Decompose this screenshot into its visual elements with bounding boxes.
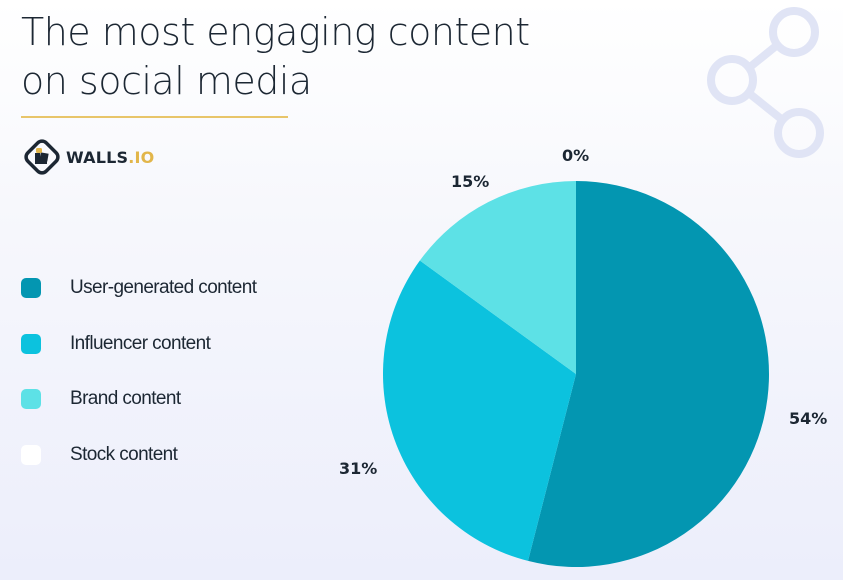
title-underline [21, 116, 288, 118]
legend-label: Influencer content [70, 332, 211, 354]
pie-slice-influencer [383, 260, 576, 561]
label-influencer-pct: 31% [339, 459, 378, 478]
label-brand-pct: 15% [451, 172, 490, 191]
legend-swatch-stock [21, 445, 41, 466]
title-line-1: The most engaging content [21, 10, 530, 54]
legend-item-ugc: User-generated content [21, 274, 257, 302]
legend-label: Stock content [70, 444, 178, 466]
brand-name: WALLS [66, 147, 129, 167]
legend-swatch-brand [21, 389, 41, 410]
legend-item-stock: Stock content [21, 441, 256, 469]
legend-swatch-influencer [21, 333, 41, 354]
legend-label: User-generated content [70, 277, 257, 298]
pie-slice-ugc [528, 181, 770, 567]
label-ugc-pct: 54% [789, 409, 828, 428]
brand-logo: WALLS.IO [22, 137, 154, 177]
title-line-2: on social media [21, 59, 312, 103]
brand-tld: .IO [128, 147, 155, 167]
legend-item-brand: Brand content [21, 385, 256, 413]
legend-swatch-ugc [21, 278, 41, 298]
page-title: The most engaging content on social medi… [21, 8, 530, 106]
pie-slice-brand [419, 181, 576, 374]
legend-label: Brand content [70, 388, 181, 410]
legend-item-influencer: Influencer content [21, 330, 256, 358]
label-stock-pct: 0% [562, 146, 590, 165]
share-icon [707, 7, 824, 158]
chart-legend: User-generated content Influencer conten… [21, 274, 257, 497]
walls-io-logo-icon [24, 139, 60, 175]
